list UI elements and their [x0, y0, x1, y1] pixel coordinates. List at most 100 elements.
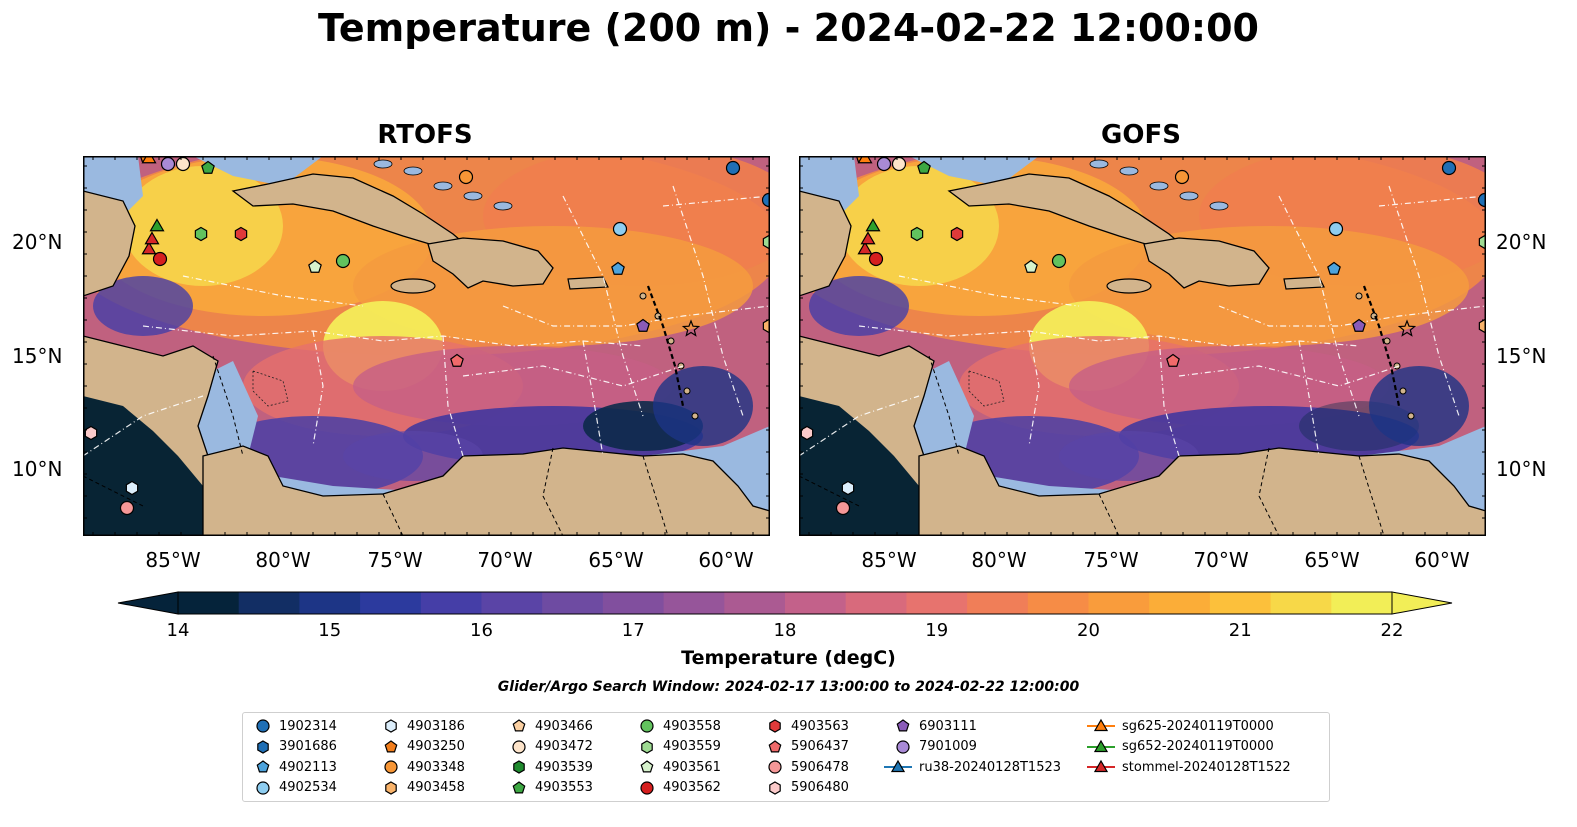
temperature-patch: [1369, 366, 1469, 446]
colorbar-extend-max: [1391, 591, 1453, 615]
hexagon-marker: [385, 719, 397, 733]
ytick-right-20n: 20°N: [1496, 230, 1547, 254]
circle-marker: [512, 739, 526, 754]
legend-label: 4903539: [535, 759, 593, 775]
legend-item: 5906478: [765, 757, 849, 777]
legend-label: 5906480: [791, 780, 849, 795]
temperature-patch: [1069, 346, 1389, 426]
map-frame: [83, 156, 770, 536]
land-island: [1355, 292, 1363, 300]
legend-label: 4903466: [535, 718, 593, 734]
land-jamaica: [390, 278, 436, 294]
legend-item: 7901009: [893, 737, 977, 757]
pentagon-marker: [450, 353, 464, 367]
land-island: [1179, 191, 1199, 201]
circle-marker: [160, 156, 176, 172]
colorbar-segment: [785, 592, 847, 614]
colorbar-segment: [178, 592, 240, 614]
legend-symbol: [256, 760, 270, 773]
colorbar-extend-min: [117, 591, 179, 615]
legend-item: 4903472: [509, 737, 593, 757]
triangle-marker: [141, 241, 157, 255]
hexagon-marker: [385, 780, 397, 795]
circle-marker: [896, 739, 910, 754]
country-border: [1098, 493, 1120, 536]
land-island: [1089, 159, 1109, 169]
pentagon-marker: [1352, 318, 1366, 332]
pentagon-marker: [1166, 353, 1180, 367]
xtick-gofs-65w: 65°W: [1304, 548, 1360, 572]
legend-label: 4903562: [663, 780, 721, 795]
legend-item: 4903563: [765, 716, 849, 736]
colorbar-segment: [602, 592, 665, 614]
legend-item: 5906480: [765, 778, 849, 798]
eez-boundary: [462, 365, 684, 387]
legend-label: 4903553: [535, 780, 593, 795]
hexagon-marker: [769, 780, 781, 795]
circle-marker: [640, 780, 654, 795]
land-island: [683, 387, 691, 395]
xtick-rtofs-80w: 80°W: [255, 548, 311, 572]
legend-label: 4903458: [407, 780, 465, 795]
land-south-america: [202, 445, 770, 536]
legend-item: ru38-20240128T1523: [883, 757, 1061, 777]
pentagon-marker: [640, 760, 654, 773]
hexagon-marker: [234, 226, 248, 242]
colorbar-tick-label: 20: [1077, 620, 1100, 641]
legend-symbol: [1087, 718, 1115, 732]
triangle-marker: [1093, 759, 1109, 773]
legend-symbol: [384, 760, 398, 774]
legend-label: 4903559: [663, 739, 721, 754]
eez-boundary: [1178, 365, 1400, 387]
land-island: [1407, 412, 1415, 420]
triangle-marker: [149, 218, 165, 232]
legend-item: 3901686: [253, 737, 337, 757]
land-island: [691, 412, 699, 420]
colorbar-segment: [1027, 592, 1090, 614]
land-jamaica: [1106, 278, 1152, 294]
eez-boundary: [1028, 330, 1040, 447]
hexagon-marker: [841, 480, 855, 496]
pentagon-marker: [308, 259, 322, 273]
circle-marker: [1441, 160, 1457, 176]
ytick-left-20n: 20°N: [12, 230, 63, 254]
circle-marker: [725, 160, 741, 176]
land-puerto-rico: [1283, 276, 1325, 290]
land-island: [1209, 201, 1229, 211]
hexagon-marker: [910, 226, 924, 242]
circle-marker: [876, 156, 892, 172]
eez-boundary: [1158, 335, 1180, 457]
land-island: [677, 362, 685, 370]
colorbar-segment: [663, 592, 725, 614]
land-yucatan: [799, 190, 852, 297]
country-border: [382, 493, 404, 536]
legend-symbol: [257, 739, 269, 754]
circle-marker: [256, 780, 270, 795]
colorbar-segment: [420, 592, 483, 614]
temperature-patch: [123, 166, 283, 286]
colorbar-tick-label: 17: [621, 620, 645, 641]
land-island: [433, 181, 453, 191]
colorbar-segment: [1209, 592, 1272, 614]
legend-label: 5906478: [791, 759, 849, 775]
triangle-marker: [1093, 718, 1109, 732]
legend-label: ru38-20240128T1523: [919, 759, 1062, 775]
legend-symbol: [768, 739, 782, 752]
eez-boundary: [858, 325, 1360, 347]
hexagon-marker: [800, 425, 814, 441]
pentagon-marker: [1327, 261, 1341, 275]
panel-title-rtofs: RTOFS: [377, 120, 473, 150]
circle-marker: [256, 719, 270, 733]
colorbar-tick-label: 22: [1380, 620, 1404, 641]
ytick-left-10n: 10°N: [12, 457, 63, 481]
legend-item: 4902534: [253, 778, 337, 798]
legend-symbol: [884, 759, 912, 773]
legend-item: 4903553: [509, 778, 593, 798]
colorbar-label: Temperature (degC): [681, 647, 896, 669]
land-puerto-rico: [567, 276, 609, 290]
temperature-patch: [1059, 431, 1199, 481]
legend-label: 5906437: [791, 739, 849, 754]
triangle-marker: [144, 231, 160, 245]
colorbar-segment: [542, 592, 604, 614]
colorbar-tick-label: 19: [925, 620, 949, 641]
